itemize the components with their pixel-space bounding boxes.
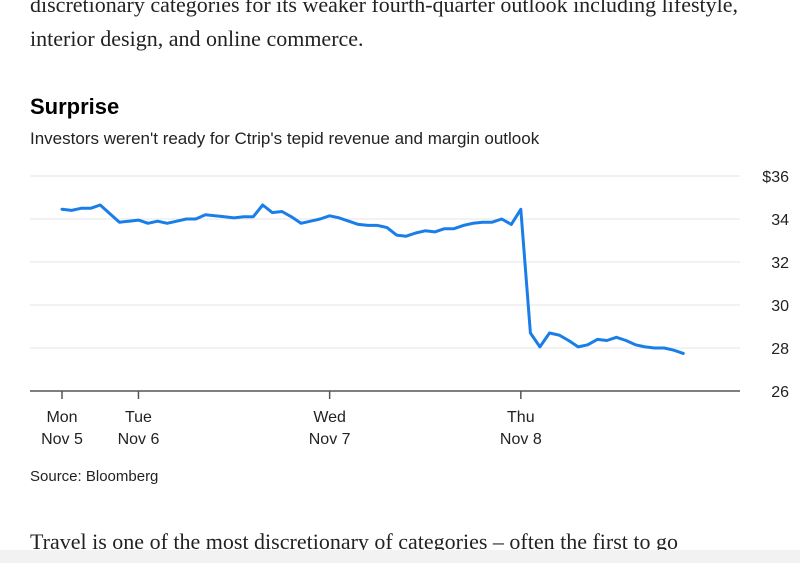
x-tick-day: Wed [313, 409, 346, 426]
x-tick-date: Nov 5 [41, 431, 83, 448]
price-line-series [60, 203, 685, 355]
x-axis [30, 390, 740, 399]
y-tick-label: 30 [771, 298, 789, 315]
y-tick-label: 34 [771, 212, 789, 229]
y-tick-label: $36 [762, 169, 789, 186]
y-tick-label: 28 [771, 341, 789, 358]
series-line [60, 203, 685, 355]
chart-subtitle: Investors weren't ready for Ctrip's tepi… [30, 129, 540, 148]
x-tick-day: Thu [507, 409, 535, 426]
x-tick-date: Nov 8 [500, 431, 542, 448]
bottom-band [0, 550, 800, 563]
line-chart: $36 34 32 30 28 26 Mon Nov 5 Tue Nov 6 Wed Nov 7 Th… [30, 169, 789, 448]
x-axis-labels: Mon Nov 5 Tue Nov 6 Wed Nov 7 Thu Nov 8 [41, 409, 542, 448]
y-tick-label: 32 [771, 255, 789, 272]
x-tick-date: Nov 6 [118, 431, 160, 448]
y-axis-labels: $36 34 32 30 28 26 [762, 169, 789, 401]
chart-source: Source: Bloomberg [30, 468, 159, 485]
x-tick-date: Nov 7 [309, 431, 351, 448]
article-intro-text: discretionary categories for its weaker … [30, 0, 739, 51]
chart-title: Surprise [30, 94, 120, 119]
x-tick-day: Tue [125, 409, 152, 426]
y-tick-label: 26 [771, 384, 789, 401]
article-outro-text: Travel is one of the most discretionary … [30, 529, 679, 554]
x-tick-day: Mon [46, 409, 77, 426]
gridlines [30, 175, 740, 349]
